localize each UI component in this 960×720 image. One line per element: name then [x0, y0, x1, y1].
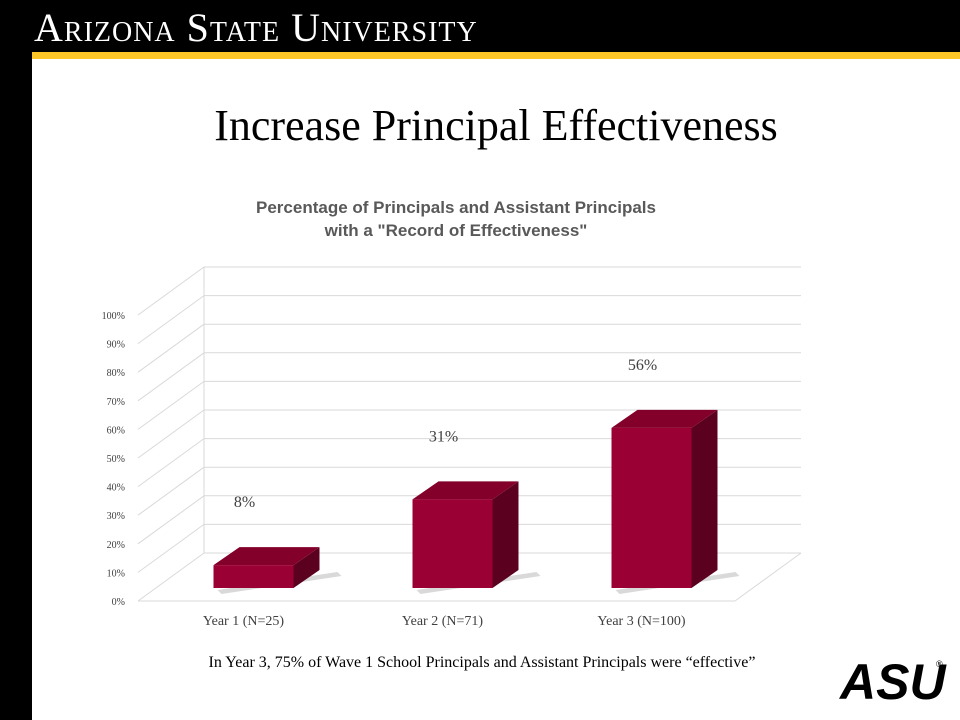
y-tick-label-4: 40% — [107, 483, 125, 494]
slide-title: Increase Principal Effectiveness — [214, 101, 778, 150]
gridline-depth-5 — [137, 409, 205, 459]
university-name: Arizona State University — [34, 5, 478, 50]
gridline-depth-6 — [137, 380, 205, 430]
y-tick-label-0: 0% — [112, 597, 125, 608]
y-tick-label-10: 100% — [102, 311, 125, 322]
header-bar: Arizona State University — [0, 0, 960, 52]
gridline-depth-0 — [137, 552, 205, 602]
chart-title: Percentage of Principals and Assistant P… — [32, 196, 880, 242]
bar-top-0 — [213, 547, 320, 566]
y-tick-label-2: 20% — [107, 540, 125, 551]
x-tick-label-2: Year 3 (N=100) — [597, 614, 685, 629]
left-side-bar — [0, 52, 32, 720]
gridline-depth-9 — [137, 295, 205, 345]
floor-right-edge — [734, 552, 802, 602]
data-label-0: 8% — [234, 494, 255, 511]
gridline-depth-8 — [137, 323, 205, 373]
data-label-2: 56% — [628, 357, 657, 374]
gridline-depth-7 — [137, 352, 205, 402]
y-tick-label-6: 60% — [107, 425, 125, 436]
bar-top-2 — [611, 409, 718, 428]
y-tick-label-7: 70% — [107, 397, 125, 408]
bar-1 — [412, 499, 493, 588]
gridline-depth-2 — [137, 495, 205, 545]
bar-side-1 — [492, 481, 519, 588]
gridline-depth-4 — [137, 438, 205, 488]
bar-2 — [611, 427, 692, 588]
gridline-depth-10 — [137, 266, 205, 316]
bar-top-1 — [412, 481, 519, 500]
y-tick-label-9: 90% — [107, 340, 125, 351]
y-tick-label-8: 80% — [107, 368, 125, 379]
bar-side-2 — [691, 409, 718, 588]
chart-title-line-1: Percentage of Principals and Assistant P… — [256, 198, 656, 217]
y-tick-label-1: 10% — [107, 568, 125, 579]
y-tick-label-3: 30% — [107, 511, 125, 522]
asu-logo-registered: ® — [936, 659, 943, 669]
asu-logo-text: ASU — [838, 655, 947, 705]
gold-accent-bar — [32, 52, 960, 59]
x-tick-label-1: Year 2 (N=71) — [402, 614, 483, 629]
y-tick-label-5: 50% — [107, 454, 125, 465]
bar-0 — [213, 565, 294, 588]
slide-caption: In Year 3, 75% of Wave 1 School Principa… — [208, 654, 756, 671]
asu-logo: ASU ® — [838, 655, 947, 705]
bar-side-0 — [293, 547, 320, 588]
chart-title-line-2: with a "Record of Effectiveness" — [324, 221, 588, 240]
gridline-depth-1 — [137, 523, 205, 573]
data-label-1: 31% — [429, 428, 458, 445]
gridline-depth-3 — [137, 466, 205, 516]
x-tick-label-0: Year 1 (N=25) — [203, 614, 284, 629]
